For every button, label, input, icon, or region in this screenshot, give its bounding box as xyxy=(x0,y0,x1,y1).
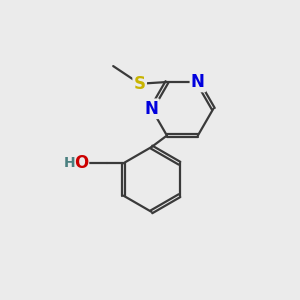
Text: H: H xyxy=(64,156,75,170)
Text: O: O xyxy=(74,154,88,172)
Text: N: N xyxy=(191,73,205,91)
Text: N: N xyxy=(145,100,158,118)
Text: S: S xyxy=(134,75,146,93)
